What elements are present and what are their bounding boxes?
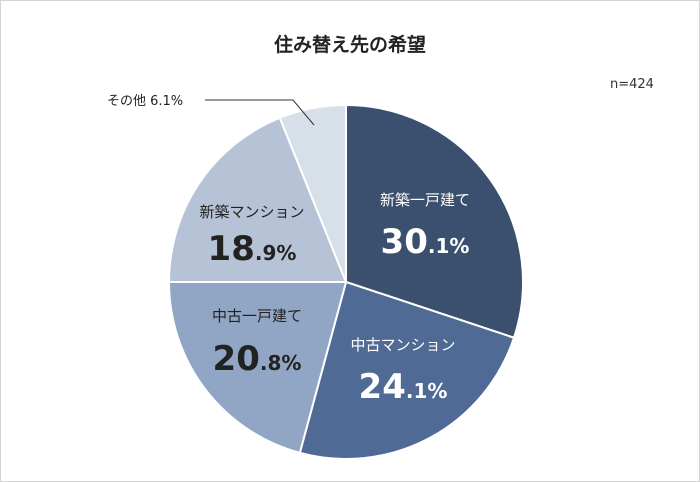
pie-slice-2 bbox=[167, 281, 348, 455]
sample-size-note: n=424 bbox=[610, 77, 654, 92]
slice-value-3: 18.9% bbox=[208, 229, 297, 269]
callout-label-other: その他 6.1% bbox=[107, 94, 183, 109]
slice-label-1: 中古マンション bbox=[350, 336, 455, 354]
slice-label-2: 中古一戸建て bbox=[212, 307, 302, 325]
slice-label-3: 新築マンション bbox=[199, 203, 304, 221]
slice-value-1: 24.1% bbox=[359, 367, 448, 407]
pie-slice-1 bbox=[298, 280, 516, 460]
pie-slice-4 bbox=[278, 103, 347, 283]
pie-slice-3 bbox=[167, 116, 348, 283]
pie-slices bbox=[167, 103, 524, 460]
slice-value-2: 20.8% bbox=[213, 339, 302, 379]
chart-title: 住み替え先の希望 bbox=[273, 34, 426, 56]
pie-slice-0 bbox=[345, 103, 524, 340]
slice-value-0: 30.1% bbox=[381, 222, 470, 262]
slice-label-0: 新築一戸建て bbox=[380, 191, 470, 209]
callout-leader-line bbox=[205, 99, 315, 126]
